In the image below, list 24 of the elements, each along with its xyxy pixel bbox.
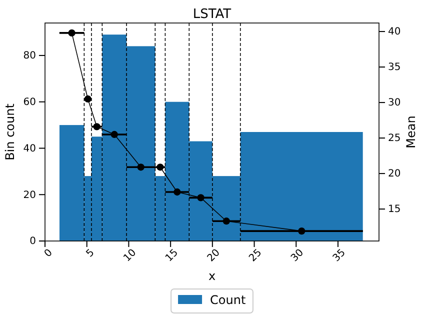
y2-tick-label: 40 <box>388 26 401 38</box>
legend-label: Count <box>210 293 246 307</box>
y2-axis-title: Mean <box>404 116 418 148</box>
y2-tick-label: 30 <box>388 98 401 109</box>
y2-tick-label: 20 <box>388 168 401 180</box>
y-axis-title: Bin count <box>3 103 17 160</box>
chart-title: LSTAT <box>192 7 232 22</box>
x-tick-label: 5 <box>84 247 97 260</box>
x-tick-label: 20 <box>206 247 222 264</box>
y-tick-label: 0 <box>30 236 36 248</box>
y-tick-label: 60 <box>23 97 36 108</box>
x-tick-label: 15 <box>164 247 180 264</box>
x-tick-label: 0 <box>42 247 55 260</box>
x-tick-label: 25 <box>247 247 264 264</box>
y-tick-label: 20 <box>23 190 36 201</box>
y-tick-label: 80 <box>23 50 36 62</box>
x-tick-label: 35 <box>331 247 348 264</box>
x-tick-label: 10 <box>122 247 139 264</box>
y2-tick-label: 25 <box>388 133 401 144</box>
x-axis-title: x <box>208 269 216 283</box>
x-tick-label: 30 <box>289 247 306 264</box>
y-tick-label: 40 <box>23 143 36 154</box>
y2-tick-label: 15 <box>388 204 401 216</box>
y2-tick-label: 35 <box>388 62 401 74</box>
